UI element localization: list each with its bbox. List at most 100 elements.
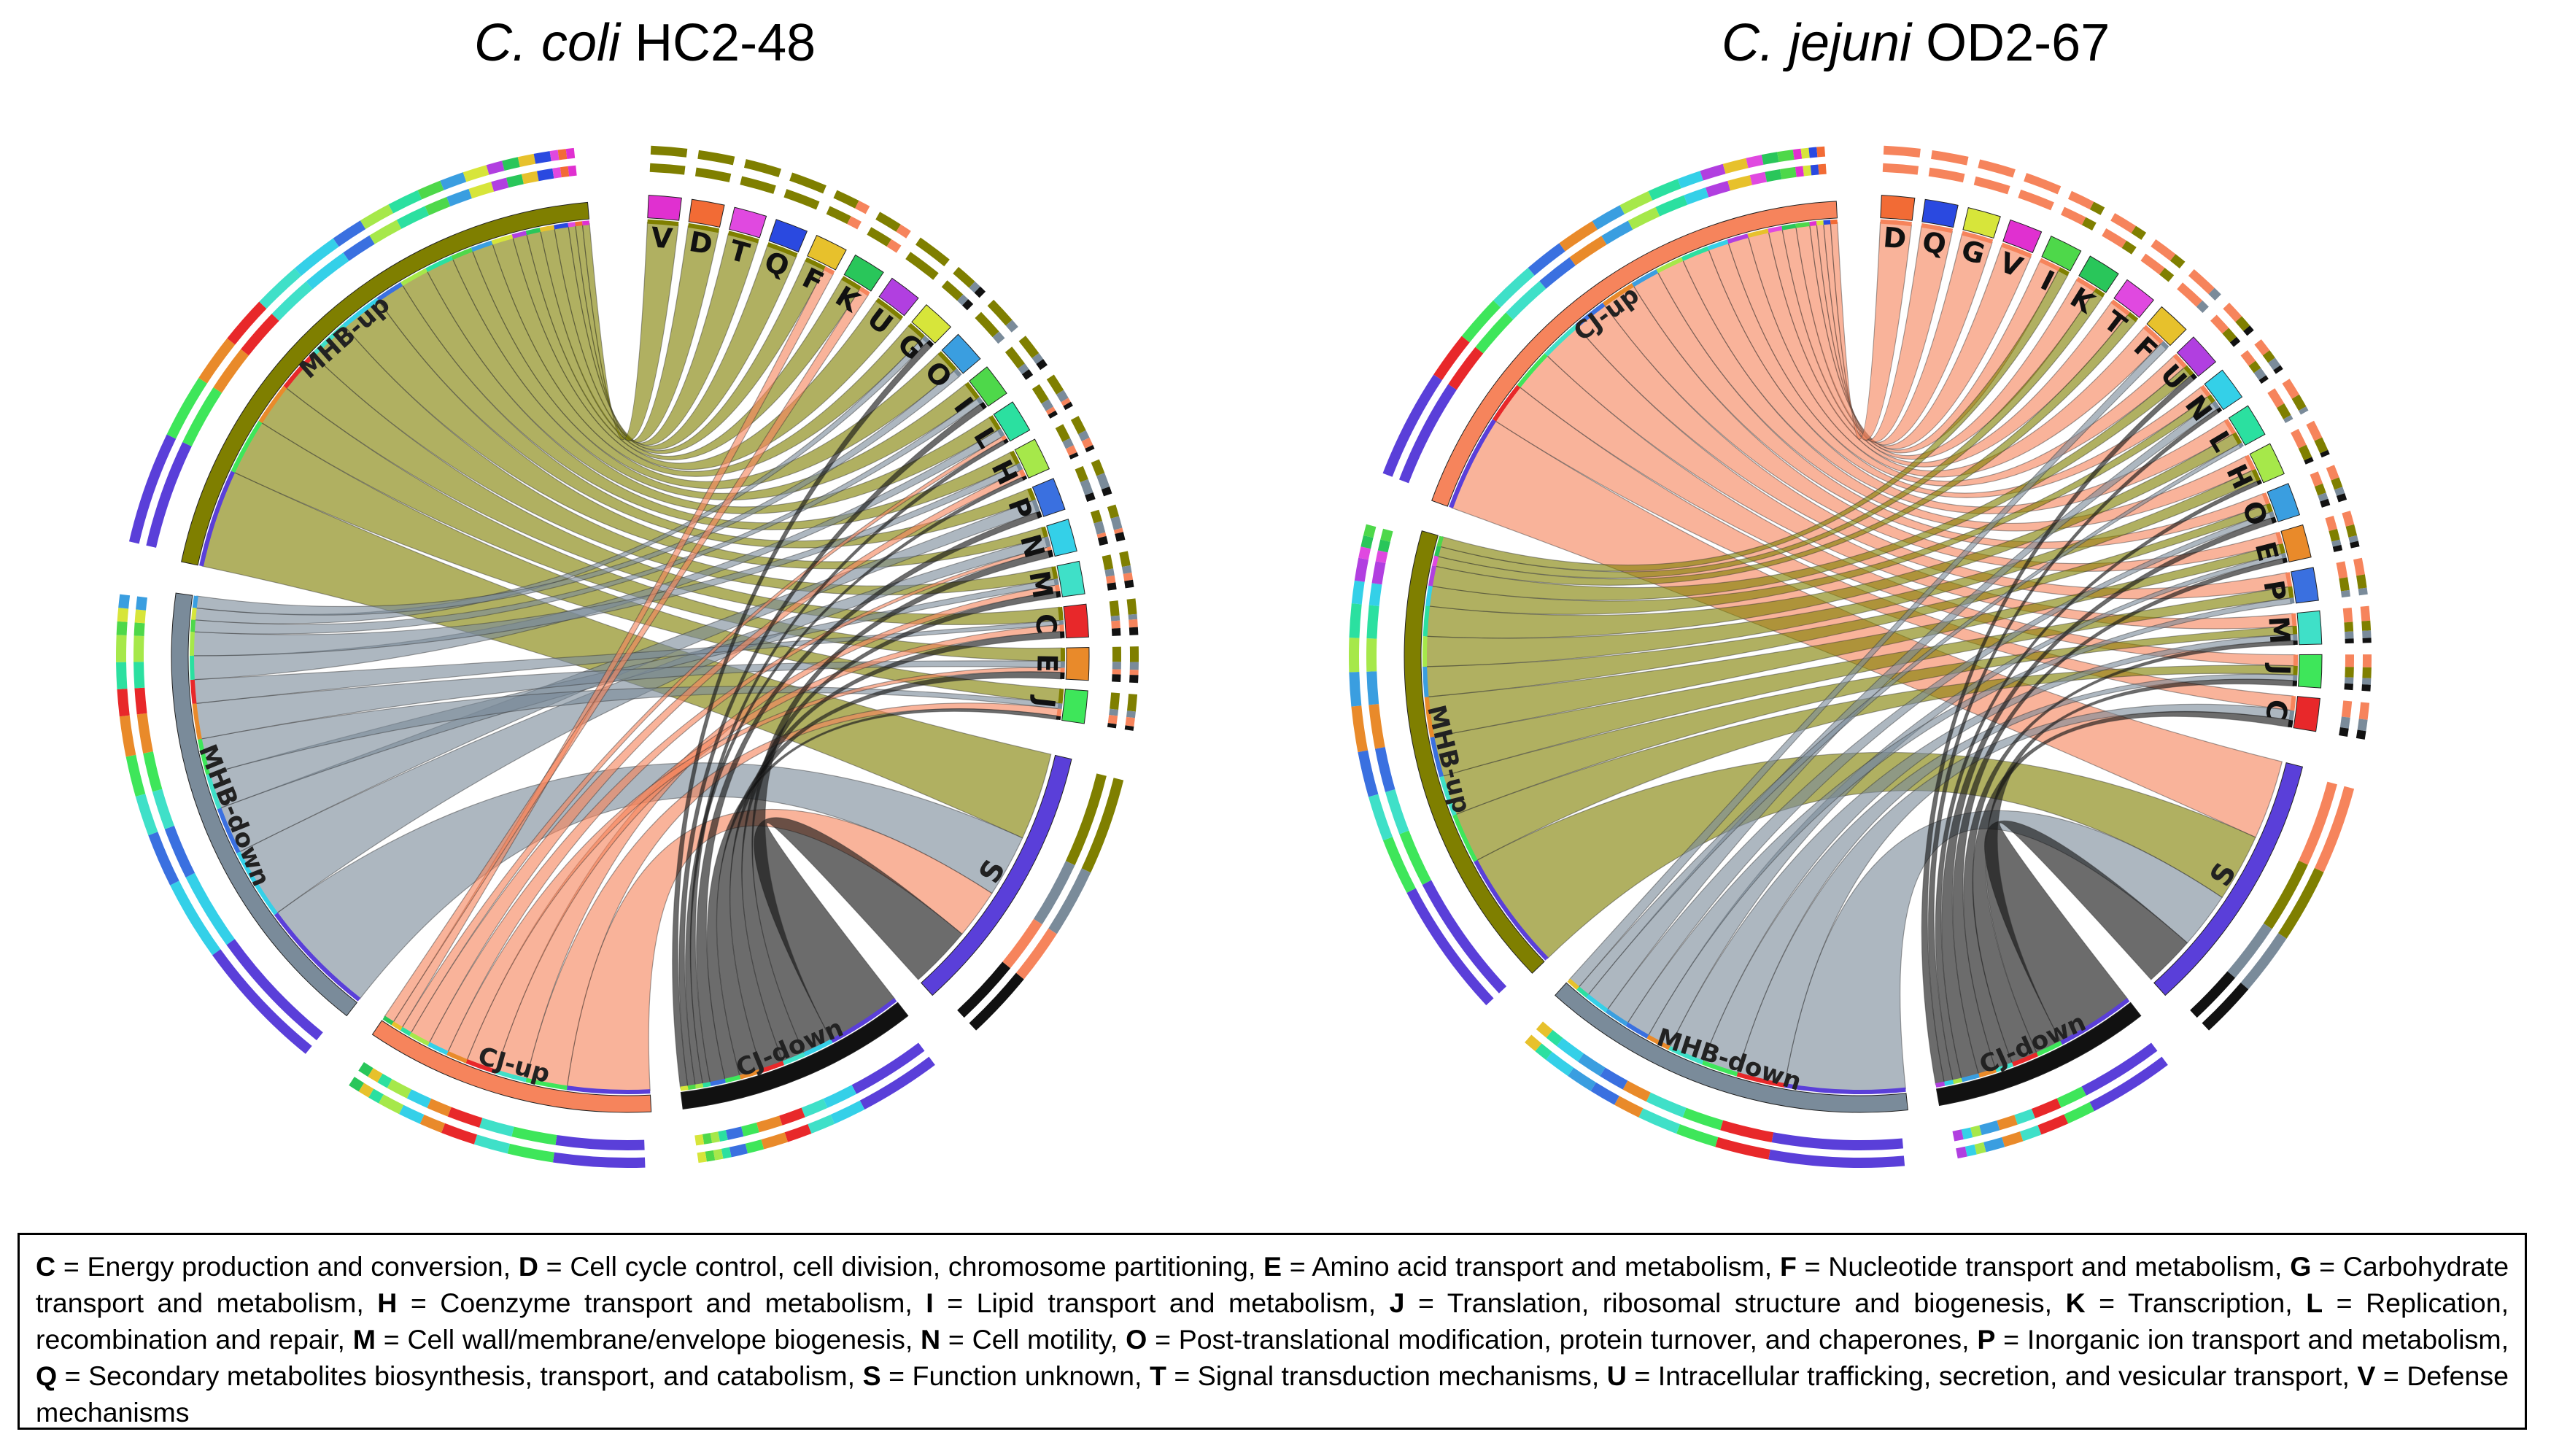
category-outer-ring	[1928, 167, 1965, 183]
group-track-m	[782, 1052, 806, 1066]
outer-ring-cj-down	[756, 1115, 783, 1133]
category-outer-ring	[2353, 557, 2365, 576]
outer-ring-cj-down	[830, 1100, 865, 1124]
category-track	[2282, 557, 2288, 564]
group-arc-s	[921, 754, 1072, 996]
category-outer-ring	[2267, 388, 2285, 408]
outer-ring-mhb-up	[1351, 580, 1365, 605]
outer-ring-mhb-up	[1374, 746, 1395, 792]
category-track	[2292, 625, 2298, 635]
group-track-n	[236, 851, 278, 915]
category-arc-l	[2228, 405, 2266, 446]
outer-ring-cj-down	[705, 1150, 716, 1162]
outer-ring-s	[2227, 923, 2272, 978]
segments	[1349, 145, 2372, 1169]
category-outer-ring	[2356, 574, 2367, 589]
legend-description: Signal transduction mechanisms	[1197, 1360, 1592, 1391]
category-outer-ring	[2140, 253, 2165, 275]
category-track	[2232, 432, 2242, 445]
category-outer-ring	[783, 189, 820, 210]
category-outer-ring	[2283, 414, 2293, 423]
category-arc-o	[2267, 483, 2301, 522]
group-track-q	[1823, 220, 1831, 225]
outer-ring-mhb-down	[116, 662, 128, 690]
outer-ring-cj-down	[2064, 1101, 2094, 1124]
category-outer-ring	[2334, 487, 2345, 496]
outer-ring-mhb-up	[259, 268, 302, 309]
outer-ring-s	[2240, 933, 2287, 990]
category-outer-ring	[2340, 589, 2350, 598]
category-outer-ring	[1125, 716, 1135, 727]
group-track-g	[491, 234, 514, 245]
outer-ring-cj-up	[473, 1134, 510, 1154]
category-track	[2094, 287, 2105, 298]
category-outer-ring	[649, 163, 686, 175]
outer-ring-cj-up	[1677, 171, 1703, 189]
category-outer-ring	[1021, 369, 1034, 380]
category-track	[2245, 454, 2256, 471]
category-track	[859, 286, 870, 296]
group-track-s	[566, 1085, 651, 1094]
category-outer-ring	[1112, 646, 1121, 662]
group-track-c	[283, 353, 315, 389]
category-outer-ring	[1105, 575, 1116, 584]
group-track-o	[1422, 666, 1429, 697]
group-arc-cj-down	[1935, 1002, 2142, 1107]
outer-ring-mhb-up	[128, 434, 177, 544]
legend-item-S: S = Function unknown,	[862, 1360, 1150, 1391]
legend-letter: K	[2065, 1287, 2086, 1318]
category-outer-ring	[2081, 217, 2097, 231]
outer-ring-cj-up	[441, 1123, 478, 1145]
outer-ring-cj-down	[2019, 1125, 2042, 1142]
group-track-t	[1432, 555, 1439, 567]
group-track-k	[382, 1015, 394, 1026]
group-track-l	[1576, 986, 1589, 998]
category-outer-ring	[1018, 336, 1040, 359]
category-label: Q	[1920, 225, 1949, 261]
legend-description: Translation, ribosomal structure and bio…	[1447, 1287, 2045, 1318]
outer-ring-mhb-down	[170, 880, 221, 956]
outer-ring-mhb-down	[116, 635, 127, 662]
category-track	[2058, 267, 2070, 276]
category-track	[1010, 450, 1021, 465]
group-track-s	[2060, 998, 2130, 1045]
outer-ring-cj-up	[406, 1089, 432, 1108]
category-track	[2261, 492, 2270, 505]
category-outer-ring	[2357, 719, 2368, 732]
legend-letter: V	[2357, 1360, 2376, 1391]
ribbon-MHB-up-to-M	[313, 325, 1056, 596]
category-outer-ring	[1081, 437, 1093, 449]
category-arc-t	[2113, 279, 2154, 318]
outer-ring-s	[957, 961, 1011, 1018]
category-track	[2288, 719, 2293, 728]
category-arc-u	[878, 277, 919, 317]
category-track	[907, 322, 925, 339]
category-outer-ring	[826, 206, 851, 225]
group-track-u	[1727, 233, 1749, 244]
outer-ring-cj-up	[552, 1152, 646, 1168]
legend-letter: D	[518, 1251, 538, 1282]
outer-ring-mhb-up	[1380, 528, 1393, 542]
category-track	[976, 396, 984, 405]
category-outer-ring	[1075, 465, 1088, 483]
outer-ring-cj-down	[1979, 1120, 2000, 1136]
category-outer-ring	[2339, 716, 2350, 729]
outer-ring-mhb-down	[1771, 1132, 1904, 1150]
outer-ring-mhb-down	[1590, 1082, 1619, 1105]
category-track	[841, 276, 862, 291]
group-track-m	[495, 1069, 527, 1083]
outer-ring-cj-up	[1655, 195, 1688, 217]
group-track-m	[206, 773, 222, 810]
category-outer-ring	[1041, 399, 1053, 411]
category-track	[1048, 549, 1054, 558]
category-outer-ring	[2336, 493, 2347, 503]
outer-ring-cj-down	[702, 1133, 713, 1145]
category-outer-ring	[2339, 577, 2350, 592]
outer-ring-cj-up	[377, 1073, 392, 1088]
outer-ring-mhb-up	[1358, 750, 1379, 797]
group-arc-cj-down	[680, 1002, 909, 1110]
outer-ring-mhb-up	[146, 441, 192, 548]
category-outer-ring	[1085, 445, 1095, 452]
legend-description: Secondary metabolites biosynthesis, tran…	[88, 1360, 848, 1391]
group-arc-mhb-down	[171, 592, 358, 1017]
